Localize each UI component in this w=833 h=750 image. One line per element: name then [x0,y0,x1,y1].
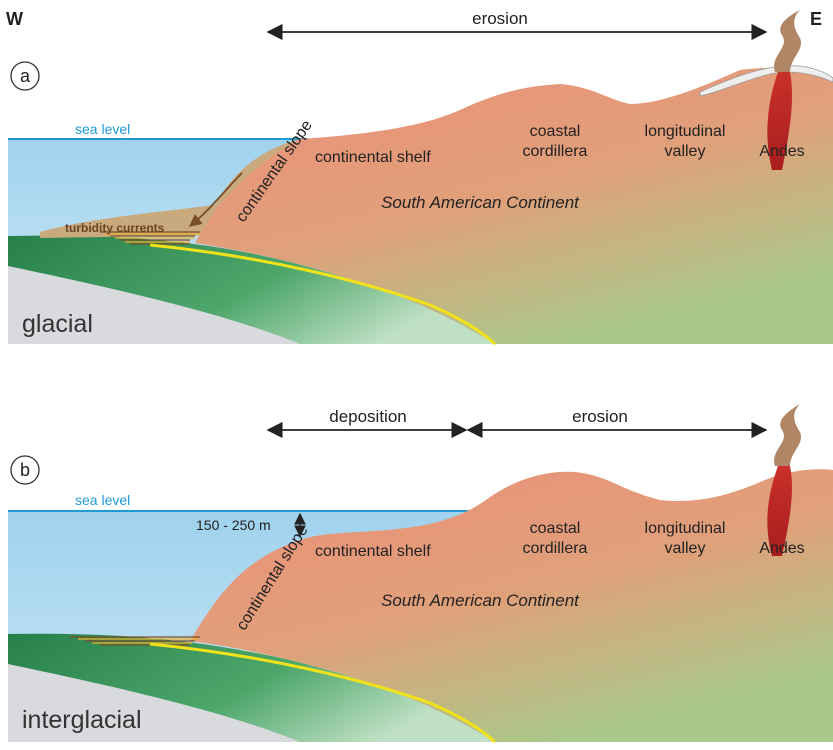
sea-level-label: sea level [75,121,130,137]
cordillera-label-b: cordillera [523,540,588,557]
valley-label-b: valley [665,540,706,557]
erosion-arrow-b-label: erosion [572,407,628,426]
valley-label: valley [665,143,706,160]
panel-letter-b: b [20,460,30,480]
magma-chamber [767,72,793,170]
turbidity-currents-label: turbidity currents [65,221,165,235]
andes-label-b: Andes [759,540,804,557]
subduction-boundary [149,243,497,346]
longitudinal-label: longitudinal [645,123,726,140]
subduction-boundary-b [149,642,497,744]
panel-b: deposition erosion b sea level 150 - 250… [8,404,833,744]
continent-b [190,469,833,742]
continental-shelf-label: continental shelf [315,149,431,166]
oceanic-plate [8,235,495,344]
panel-a: erosion a sea level [8,9,833,346]
continental-shelf-label-b: continental shelf [315,543,431,560]
erosion-arrow-label: erosion [472,9,528,28]
west-label: W [6,9,23,29]
panel-letter: a [20,66,31,86]
climate-label-b: interglacial [22,706,142,734]
snow-cap [699,65,833,97]
volcano-plume-b [774,404,802,466]
oceanic-plate-b [8,633,495,742]
volcano-a [767,10,802,170]
east-label: E [810,9,822,29]
magma-chamber-b [767,466,793,556]
turbidity-layers [100,231,200,245]
sea-level-label-b: sea level [75,492,130,508]
coastal-label-b: coastal [530,520,581,537]
sediment-layers-b [70,636,200,646]
coastal-label: coastal [530,123,581,140]
volcano-b [767,404,802,556]
andes-label: Andes [759,143,804,160]
deposition-arrow-label: deposition [329,407,407,426]
cordillera-label: cordillera [523,143,588,160]
volcano-plume [774,10,802,72]
longitudinal-label-b: longitudinal [645,520,726,537]
continent-label-b: South American Continent [381,591,580,610]
climate-label: glacial [22,310,93,338]
panel-letter-circle [10,61,40,91]
continent-label: South American Continent [381,193,580,212]
panel-letter-circle-b [10,455,40,485]
turbidity-current-arrow [189,172,243,227]
continent [195,68,833,344]
depth-label: 150 - 250 m [196,517,271,533]
